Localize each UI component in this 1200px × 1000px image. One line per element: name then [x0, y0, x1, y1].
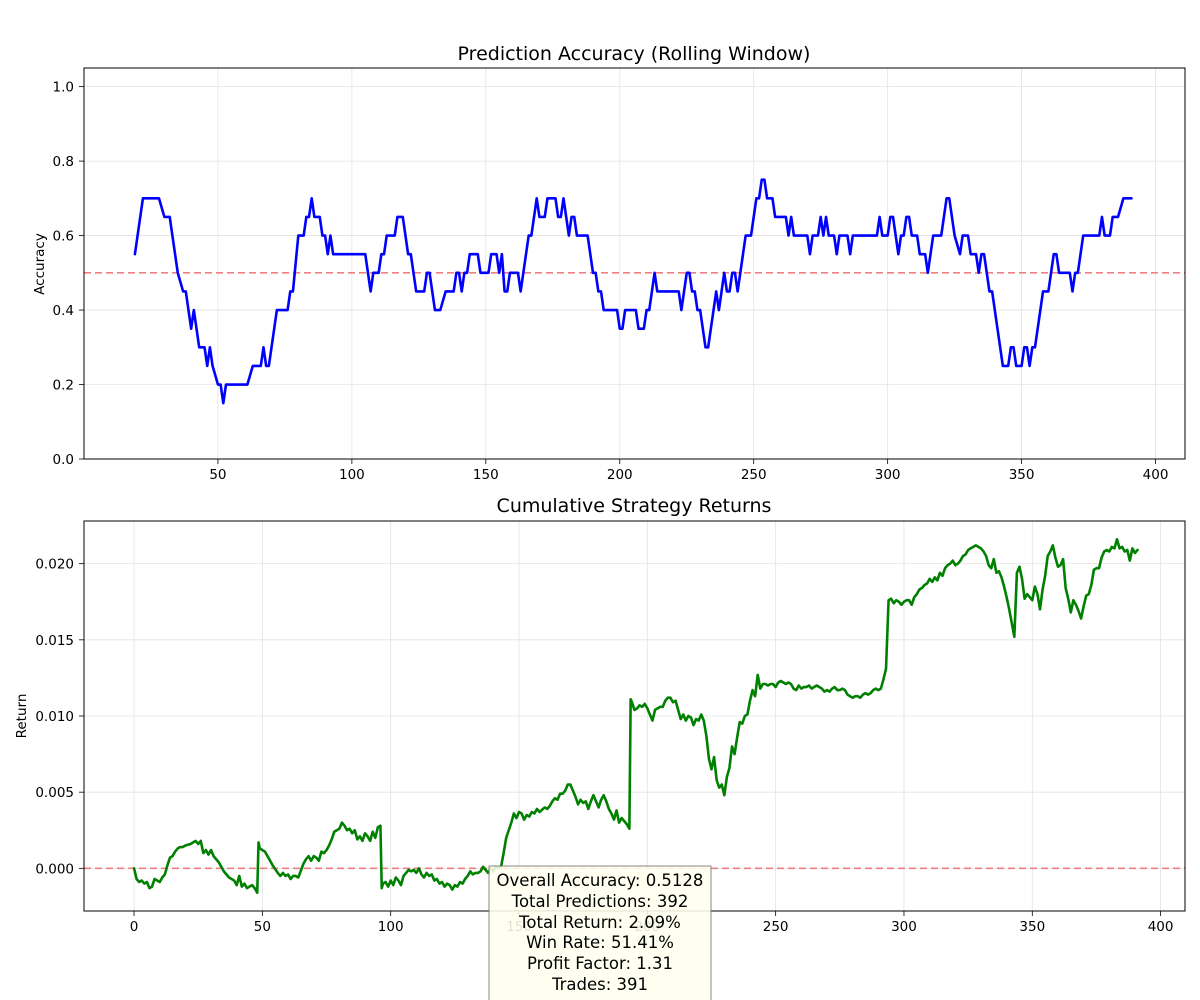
accuracy-x-tick-label: 350	[1009, 467, 1035, 483]
returns-x-tick-label: 50	[254, 919, 271, 935]
accuracy-panel: Prediction Accuracy (Rolling Window) Acc…	[32, 43, 1186, 483]
accuracy-y-tick-label: 0.0	[53, 452, 74, 468]
returns-y-tick-label: 0.020	[35, 557, 74, 573]
stat-total-return: Total Return: 2.09%	[518, 913, 681, 932]
returns-x-tick-label: 400	[1148, 919, 1174, 935]
accuracy-y-axis-label: Accuracy	[32, 233, 48, 295]
stat-overall-accuracy: Overall Accuracy: 0.5128	[497, 871, 704, 890]
returns-series-line	[132, 537, 1139, 895]
accuracy-x-tick-label: 50	[209, 467, 226, 483]
accuracy-x-tick-label: 300	[875, 467, 901, 483]
returns-y-tick-label: 0.010	[35, 709, 74, 725]
returns-x-tick-label: 100	[378, 919, 404, 935]
stats-box-background	[488, 865, 712, 1000]
returns-y-tick-label: 0.015	[35, 633, 74, 649]
returns-x-tick-label: 250	[763, 919, 789, 935]
returns-x-tick-label: 350	[1019, 919, 1045, 935]
stat-trades: Trades: 391	[551, 975, 648, 994]
accuracy-chart-title: Prediction Accuracy (Rolling Window)	[458, 43, 811, 65]
accuracy-axes-frame	[83, 67, 1186, 460]
accuracy-x-tick-label: 200	[607, 467, 633, 483]
accuracy-y-tick-label: 0.6	[53, 229, 74, 245]
accuracy-x-tick-label: 250	[741, 467, 767, 483]
accuracy-y-tick-label: 0.2	[53, 378, 74, 394]
stat-total-predictions: Total Predictions: 392	[511, 892, 689, 911]
accuracy-series-line	[133, 178, 1133, 405]
returns-y-tick-label: 0.005	[35, 785, 74, 801]
returns-y-tick-label: 0.000	[35, 861, 74, 877]
stat-profit-factor: Profit Factor: 1.31	[527, 954, 673, 973]
accuracy-y-tick-label: 0.8	[53, 154, 74, 170]
accuracy-x-tick-label: 400	[1143, 467, 1169, 483]
stats-box: Overall Accuracy: 0.5128 Total Predictio…	[488, 865, 712, 1000]
accuracy-plot-area	[84, 68, 1185, 459]
accuracy-x-tick-label: 100	[339, 467, 365, 483]
accuracy-y-tick-label: 1.0	[53, 80, 74, 96]
accuracy-y-tick-label: 0.4	[53, 303, 74, 319]
returns-x-tick-label: 300	[891, 919, 917, 935]
returns-chart-title: Cumulative Strategy Returns	[497, 495, 772, 517]
stat-win-rate: Win Rate: 51.41%	[526, 933, 674, 952]
accuracy-x-tick-label: 150	[473, 467, 499, 483]
returns-x-tick-label: 0	[130, 919, 139, 935]
returns-y-axis-label: Return	[14, 694, 30, 739]
